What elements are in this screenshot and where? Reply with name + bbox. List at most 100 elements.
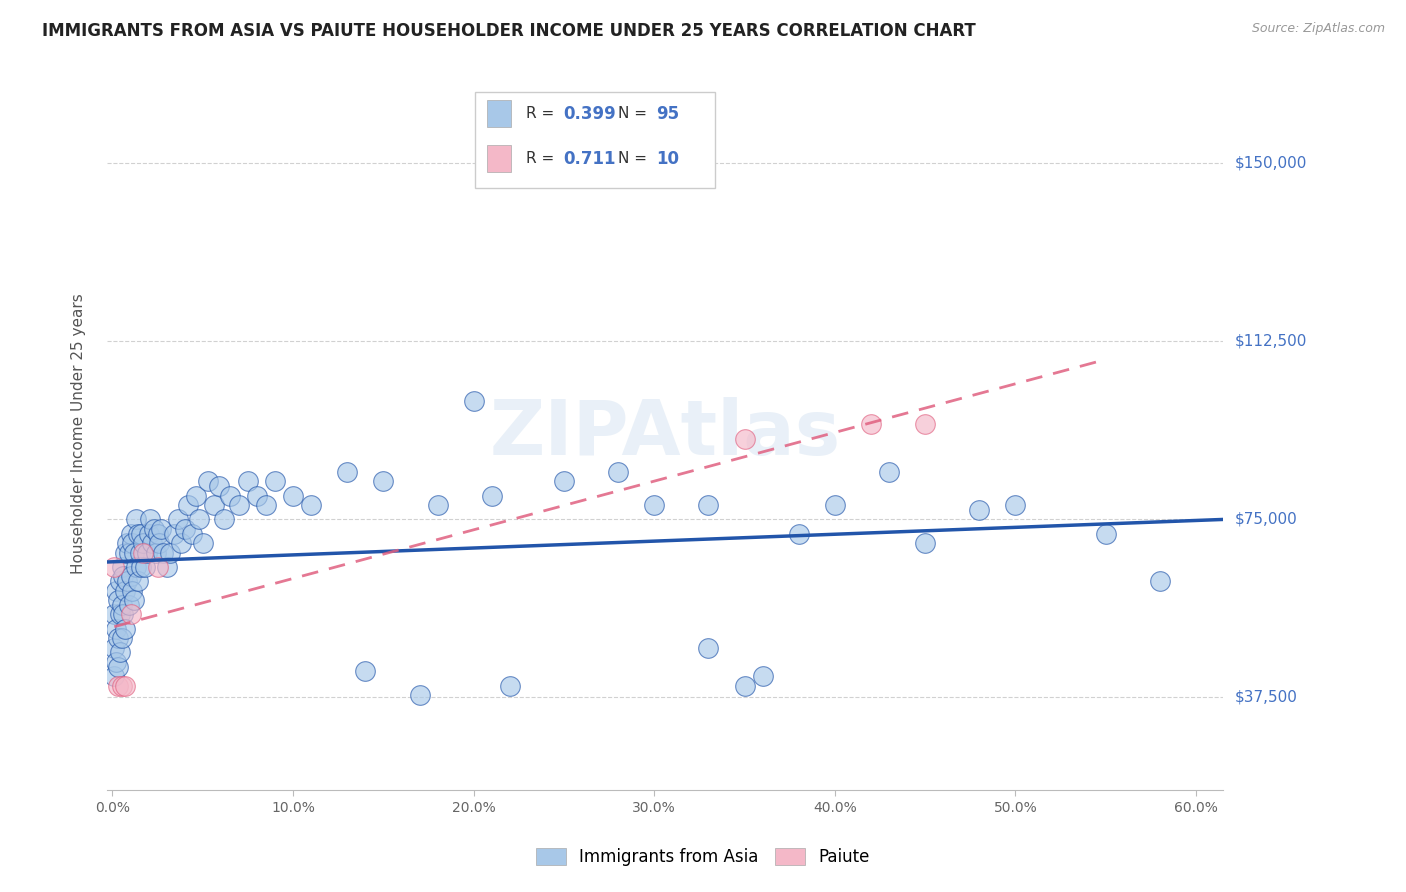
Point	[110, 598, 132, 612]
Point	[148, 536, 170, 550]
Point	[751, 669, 773, 683]
Point	[734, 679, 756, 693]
Point	[103, 607, 125, 622]
Point	[214, 512, 236, 526]
Point	[128, 545, 150, 559]
Text: $150,000: $150,000	[1234, 155, 1306, 170]
Point	[112, 607, 135, 622]
Point	[122, 545, 145, 559]
Point	[787, 526, 810, 541]
Text: 95: 95	[657, 104, 679, 122]
Point	[697, 640, 720, 655]
Text: Source: ZipAtlas.com: Source: ZipAtlas.com	[1251, 22, 1385, 36]
Point	[481, 489, 503, 503]
Point	[236, 475, 259, 489]
Point	[177, 498, 200, 512]
Point	[208, 479, 231, 493]
Point	[103, 669, 125, 683]
Point	[170, 536, 193, 550]
Point	[114, 622, 136, 636]
Text: $37,500: $37,500	[1234, 690, 1298, 705]
Point	[125, 559, 148, 574]
Text: 10: 10	[657, 150, 679, 168]
Point	[127, 574, 149, 588]
Point	[373, 475, 395, 489]
Text: IMMIGRANTS FROM ASIA VS PAIUTE HOUSEHOLDER INCOME UNDER 25 YEARS CORRELATION CHA: IMMIGRANTS FROM ASIA VS PAIUTE HOUSEHOLD…	[42, 22, 976, 40]
Point	[246, 489, 269, 503]
Point	[184, 489, 207, 503]
Point	[159, 545, 181, 559]
Point	[114, 679, 136, 693]
Point	[499, 679, 522, 693]
Point	[118, 598, 141, 612]
Point	[107, 659, 129, 673]
Point	[110, 631, 132, 645]
Text: N =: N =	[619, 106, 652, 121]
Point	[697, 498, 720, 512]
Point	[134, 559, 156, 574]
Text: $75,000: $75,000	[1234, 512, 1296, 527]
Text: 0.711: 0.711	[564, 150, 616, 168]
Point	[110, 679, 132, 693]
Point	[877, 465, 900, 479]
Point	[103, 640, 125, 655]
Point	[108, 645, 131, 659]
Point	[135, 545, 157, 559]
Point	[131, 559, 153, 574]
Point	[914, 536, 936, 550]
Point	[132, 536, 155, 550]
Point	[120, 526, 142, 541]
Point	[163, 526, 186, 541]
Point	[607, 465, 630, 479]
Point	[156, 559, 179, 574]
Text: $112,500: $112,500	[1234, 334, 1306, 349]
Text: 0.399: 0.399	[564, 104, 616, 122]
Point	[115, 536, 138, 550]
Point	[281, 489, 304, 503]
Point	[115, 574, 138, 588]
Point	[125, 512, 148, 526]
Point	[121, 583, 143, 598]
Point	[191, 536, 214, 550]
Point	[914, 417, 936, 432]
Legend: Immigrants from Asia, Paiute: Immigrants from Asia, Paiute	[527, 840, 879, 875]
Text: R =: R =	[526, 152, 564, 167]
Point	[264, 475, 287, 489]
Point	[120, 607, 142, 622]
FancyBboxPatch shape	[486, 100, 512, 128]
Point	[118, 545, 141, 559]
Point	[218, 489, 240, 503]
Point	[643, 498, 665, 512]
Point	[143, 522, 166, 536]
Point	[254, 498, 277, 512]
Point	[824, 498, 846, 512]
Point	[173, 522, 195, 536]
Point	[202, 498, 225, 512]
Point	[426, 498, 449, 512]
Point	[105, 655, 128, 669]
Point	[1094, 526, 1116, 541]
Point	[110, 559, 132, 574]
Point	[121, 536, 143, 550]
Point	[122, 593, 145, 607]
Point	[859, 417, 882, 432]
Point	[408, 688, 430, 702]
Point	[103, 559, 125, 574]
Point	[463, 393, 485, 408]
Point	[112, 569, 135, 583]
Point	[146, 526, 169, 541]
Point	[114, 545, 136, 559]
Point	[127, 526, 149, 541]
Point	[146, 559, 169, 574]
Point	[181, 526, 204, 541]
Point	[132, 545, 155, 559]
Point	[120, 569, 142, 583]
Point	[107, 593, 129, 607]
Y-axis label: Householder Income Under 25 years: Householder Income Under 25 years	[72, 293, 86, 574]
Point	[969, 503, 991, 517]
Point	[105, 622, 128, 636]
FancyBboxPatch shape	[486, 145, 512, 172]
Text: N =: N =	[619, 152, 652, 167]
Point	[150, 522, 173, 536]
Point	[336, 465, 359, 479]
